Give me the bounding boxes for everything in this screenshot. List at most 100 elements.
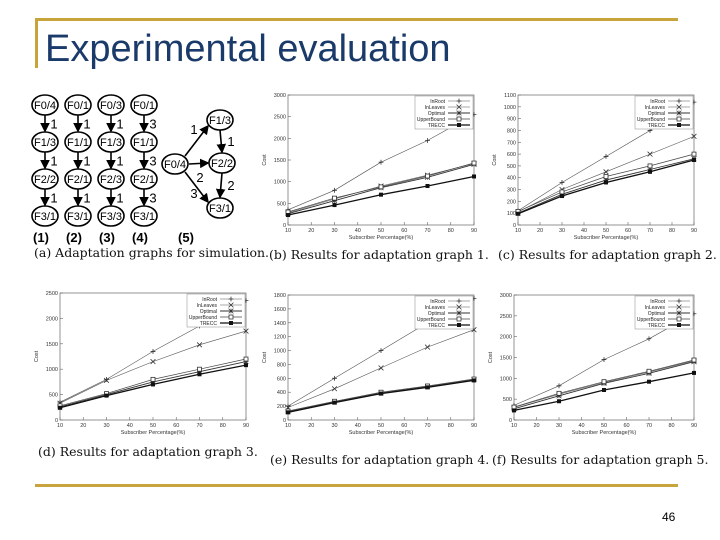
x-tick-label: 90	[471, 228, 477, 234]
data-point	[472, 174, 476, 179]
legend-entry: UpperBound	[637, 117, 665, 123]
y-axis-label: Cost	[488, 351, 494, 363]
graph-node	[208, 152, 236, 174]
graph-node	[206, 109, 234, 131]
caption-d: (d) Results for adaptation graph 3.	[38, 444, 258, 459]
y-tick-label: 2000	[46, 316, 58, 322]
y-tick-label: 1500	[46, 342, 58, 348]
data-point	[512, 408, 516, 413]
y-tick-label: 200	[507, 199, 516, 205]
legend-entry: Optimal	[648, 311, 665, 317]
graph-edge-weight: 3	[149, 117, 156, 132]
data-point	[150, 358, 156, 365]
y-tick-label: 3000	[500, 293, 512, 299]
x-axis-label: Subscriber Percentage(%)	[572, 430, 637, 436]
graph-node-label: F0/1	[67, 100, 89, 112]
graph-edge	[188, 158, 210, 169]
x-tick-label: 20	[308, 228, 314, 234]
data-point	[197, 372, 202, 377]
graph-node-label: F3/1	[209, 203, 231, 215]
data-point	[647, 379, 651, 384]
graph-node-label: F1/1	[67, 137, 89, 149]
graph-label: (2)	[66, 230, 82, 245]
x-tick-label: 30	[331, 423, 337, 429]
x-tick-label: 10	[515, 228, 521, 234]
slide-title: Experimental evaluation	[45, 28, 451, 70]
legend-entry: InLeaves	[645, 305, 666, 311]
data-point	[228, 302, 234, 308]
x-tick-label: 90	[691, 423, 697, 429]
graph-edge-weight: 1	[83, 117, 90, 132]
y-tick-label: 1600	[274, 307, 286, 313]
chart-graph-1: 0 500 1000 1500 2000 2500 3000 10 20 30 40 50 60 70 80…	[262, 93, 477, 241]
x-tick-label: 60	[173, 423, 179, 429]
data-point	[243, 328, 249, 334]
y-tick-label: 500	[507, 164, 516, 170]
y-tick-label: 0	[513, 223, 516, 229]
y-tick-label: 1000	[274, 349, 286, 355]
data-point	[603, 169, 609, 175]
data-point	[647, 151, 653, 157]
graph-node-label: F3/1	[67, 211, 89, 223]
x-tick-label: 40	[355, 228, 361, 234]
data-point	[58, 405, 62, 410]
graph-edge	[184, 124, 209, 157]
data-point	[691, 357, 697, 363]
adaptation-graphs-figure: F0/4 F1/3 F2/2 F3/1 1 1 1 (1) F0/1 F1/1 F2/1 F3/1 1 1…	[31, 94, 236, 245]
graph-node-label: F2/1	[133, 174, 155, 186]
left-rule	[35, 18, 38, 68]
legend-entry: InLeaves	[425, 305, 446, 311]
legend-entry: Optimal	[200, 309, 217, 315]
data-point	[425, 385, 430, 390]
graph-label: (1)	[33, 230, 49, 245]
data-point	[379, 192, 383, 197]
x-tick-label: 30	[556, 423, 562, 429]
data-point	[457, 123, 461, 127]
y-tick-label: 1000	[274, 180, 286, 186]
y-tick-label: 1000	[500, 376, 512, 382]
x-tick-label: 80	[668, 423, 674, 429]
x-tick-label: 70	[424, 423, 430, 429]
legend-entry: InRoot	[430, 99, 445, 105]
data-point	[425, 138, 430, 143]
y-tick-label: 500	[503, 397, 512, 403]
x-tick-label: 30	[559, 228, 565, 234]
legend-entry: Optimal	[428, 111, 445, 117]
graph-edge-weight: 1	[50, 191, 57, 206]
data-point	[516, 211, 520, 216]
data-point	[560, 194, 564, 199]
data-point	[676, 98, 682, 104]
data-point	[228, 308, 234, 314]
x-tick-label: 20	[308, 423, 314, 429]
data-point	[378, 348, 384, 353]
data-point	[691, 151, 697, 157]
graph-edge-weight: 1	[83, 154, 90, 169]
data-point	[229, 321, 233, 325]
legend-entry: InLeaves	[425, 105, 446, 111]
x-tick-label: 40	[578, 423, 584, 429]
data-point	[604, 180, 608, 185]
x-tick-label: 50	[603, 228, 609, 234]
y-tick-label: 1800	[274, 293, 286, 299]
data-point	[425, 184, 430, 188]
data-point	[378, 184, 384, 190]
data-point	[331, 198, 338, 204]
chart-graph-4: 0 200 400 600 800 1000 1200 1400 1600 1800 10 20 30 4…	[262, 293, 477, 436]
graph-edge	[215, 172, 226, 199]
data-point	[286, 213, 290, 218]
legend-entry: UpperBound	[189, 315, 217, 321]
x-tick-label: 70	[424, 228, 430, 234]
y-tick-label: 400	[507, 176, 516, 182]
data-point	[557, 399, 561, 404]
graph-node-label: F1/3	[34, 137, 56, 149]
data-point	[556, 390, 562, 396]
x-tick-label: 40	[355, 423, 361, 429]
graph-node-label: F1/3	[209, 115, 231, 127]
graph-edge-weight: 1	[190, 122, 197, 137]
graph-node-label: F2/3	[100, 174, 122, 186]
data-point	[104, 393, 109, 398]
data-point	[150, 349, 156, 354]
x-tick-label: 50	[378, 228, 384, 234]
y-tick-label: 2500	[274, 115, 286, 121]
graph-label: (4)	[132, 230, 148, 245]
